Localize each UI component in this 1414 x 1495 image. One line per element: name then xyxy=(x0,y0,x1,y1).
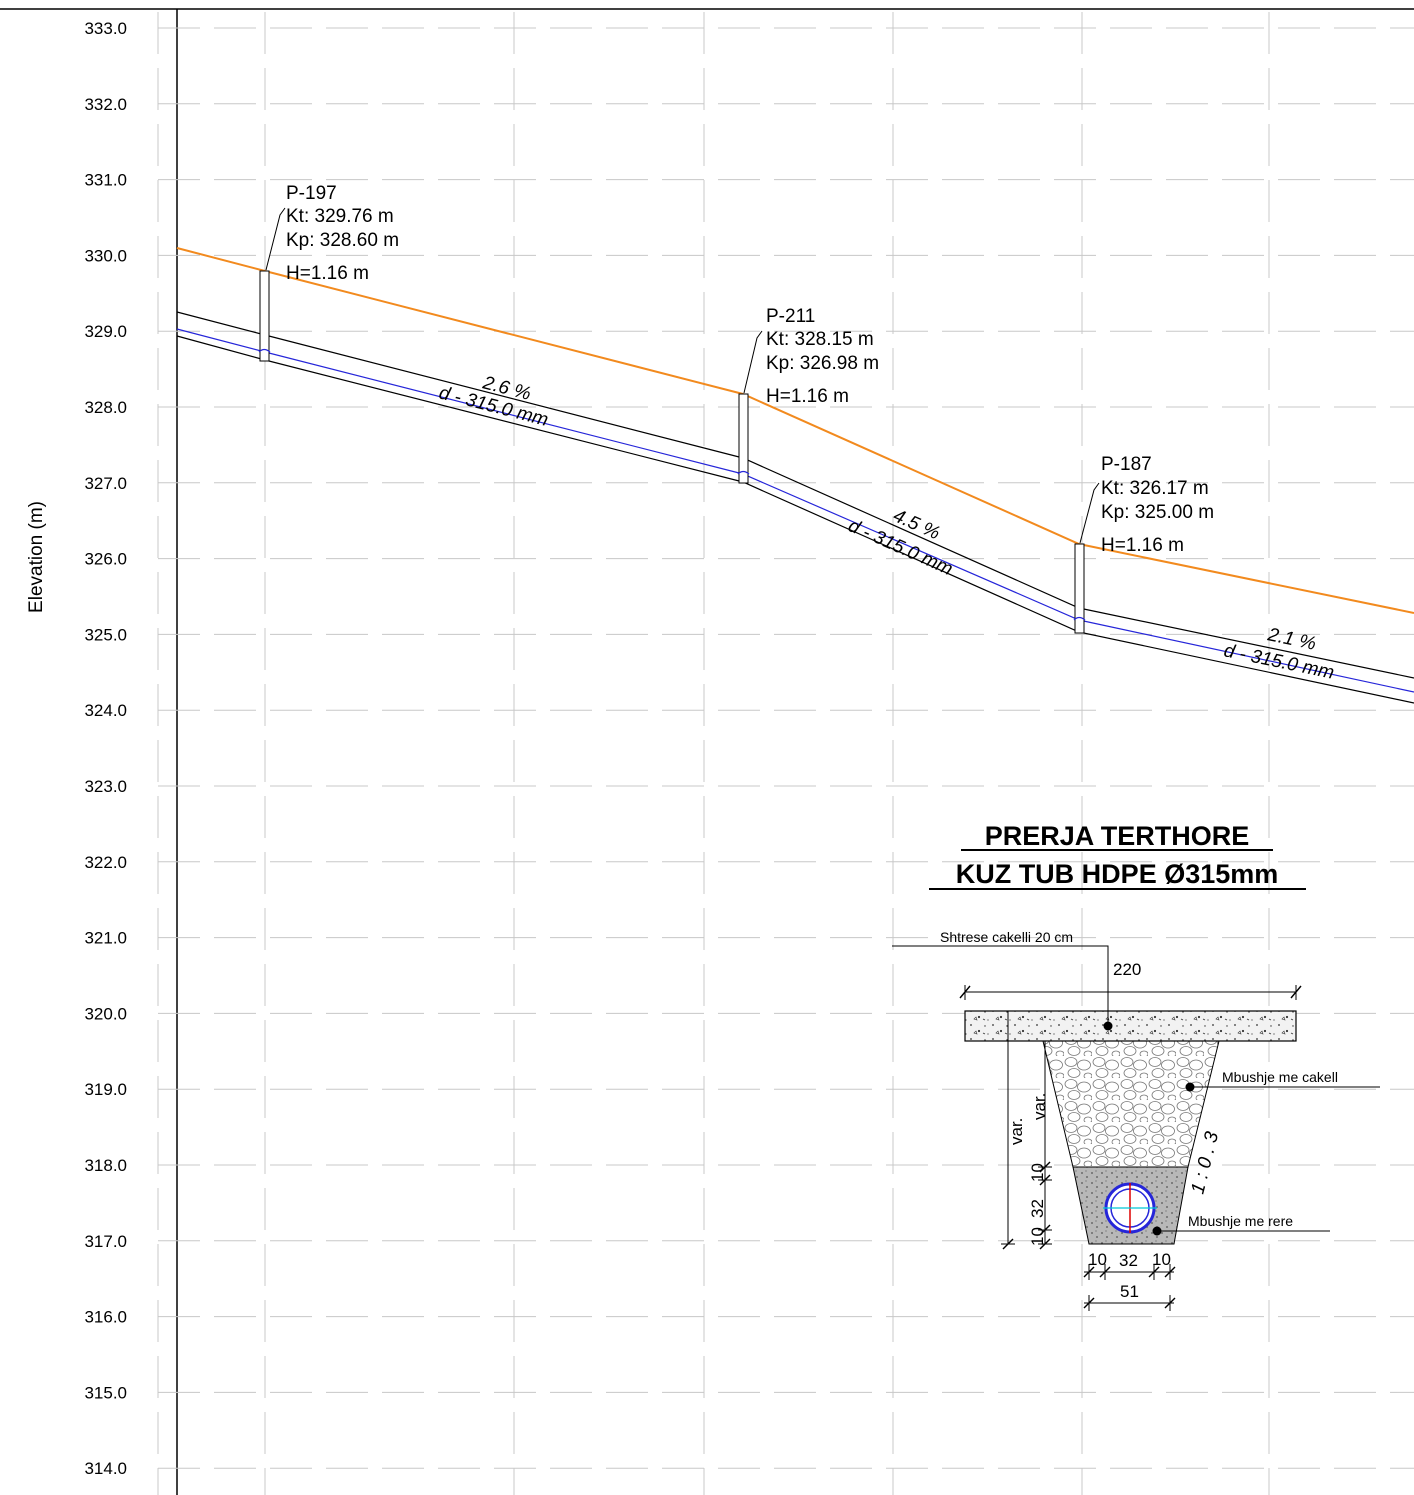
y-tick-label: 318.0 xyxy=(84,1156,127,1175)
y-tick-label: 322.0 xyxy=(84,853,127,872)
dim-top-width: 220 xyxy=(1113,960,1141,979)
manhole-id-p197: P-197 xyxy=(286,183,337,204)
dim-side-32: 32 xyxy=(1028,1199,1047,1218)
dim-var-outer: var. xyxy=(1007,1118,1026,1145)
label-gravel-layer: Shtrese cakelli 20 cm xyxy=(940,929,1073,945)
y-axis-label: Elevation (m) xyxy=(26,501,47,613)
manhole-kp-p211: Kp: 326.98 m xyxy=(766,353,879,374)
manhole-shaft-p197 xyxy=(259,270,270,362)
section-title-line2: KUZ TUB HDPE Ø315mm xyxy=(956,859,1279,889)
dim-bottom-32: 32 xyxy=(1119,1251,1138,1270)
grid xyxy=(157,12,1414,1495)
manhole-shaft-p187 xyxy=(1074,543,1085,634)
label-sand-fill: Mbushje me rere xyxy=(1188,1213,1293,1229)
y-tick-label: 316.0 xyxy=(84,1308,127,1327)
y-tick-label: 332.0 xyxy=(84,95,127,114)
manhole-kp-p197: Kp: 328.60 m xyxy=(286,230,399,251)
y-tick-label: 321.0 xyxy=(84,929,127,948)
y-tick-label: 330.0 xyxy=(84,246,127,265)
dim-bottom-10-left: 10 xyxy=(1088,1250,1107,1269)
leader-p211 xyxy=(743,330,763,394)
manhole-id-p187: P-187 xyxy=(1101,454,1152,475)
y-tick-label: 331.0 xyxy=(84,171,127,190)
dim-side-10-top: 10 xyxy=(1028,1163,1047,1182)
y-tick-label: 327.0 xyxy=(84,474,127,493)
dim-bottom-51: 51 xyxy=(1120,1282,1139,1301)
pipe-axis-line xyxy=(176,328,1414,693)
y-tick-label: 329.0 xyxy=(84,322,127,341)
label-gravel-fill: Mbushje me cakell xyxy=(1222,1069,1338,1085)
y-tick-label: 314.0 xyxy=(84,1459,127,1478)
y-tick-label: 328.0 xyxy=(84,398,127,417)
manhole-shaft-p211 xyxy=(738,393,749,484)
y-tick-label: 324.0 xyxy=(84,701,127,720)
y-tick-label: 333.0 xyxy=(84,19,127,38)
manhole-h-p197: H=1.16 m xyxy=(286,263,369,284)
trench-cross-section xyxy=(964,1010,1297,1245)
dim-side-10-bottom: 10 xyxy=(1028,1227,1047,1246)
manhole-id-p211: P-211 xyxy=(766,306,815,327)
section-title-line1: PRERJA TERTHORE xyxy=(985,821,1250,851)
y-tick-labels: 333.0 332.0 331.0 330.0 329.0 328.0 327.0 326.0… xyxy=(84,19,127,1478)
leader-p187 xyxy=(1079,482,1100,544)
manhole-h-p187: H=1.16 m xyxy=(1101,535,1184,556)
manhole-h-p211: H=1.16 m xyxy=(766,386,849,407)
y-tick-label: 317.0 xyxy=(84,1232,127,1251)
manhole-kt-p211: Kt: 328.15 m xyxy=(766,329,874,350)
y-tick-label: 320.0 xyxy=(84,1004,127,1023)
y-tick-label: 325.0 xyxy=(84,625,127,644)
dim-var-inner: var. xyxy=(1030,1093,1049,1120)
y-tick-label: 326.0 xyxy=(84,550,127,569)
leader-p197 xyxy=(265,207,286,271)
y-tick-label: 323.0 xyxy=(84,777,127,796)
y-tick-label: 315.0 xyxy=(84,1383,127,1402)
dim-bottom-10-right: 10 xyxy=(1152,1250,1171,1269)
y-tick-label: 319.0 xyxy=(84,1080,127,1099)
manhole-kt-p187: Kt: 326.17 m xyxy=(1101,478,1209,499)
manhole-kp-p187: Kp: 325.00 m xyxy=(1101,502,1214,523)
manhole-kt-p197: Kt: 329.76 m xyxy=(286,206,394,227)
